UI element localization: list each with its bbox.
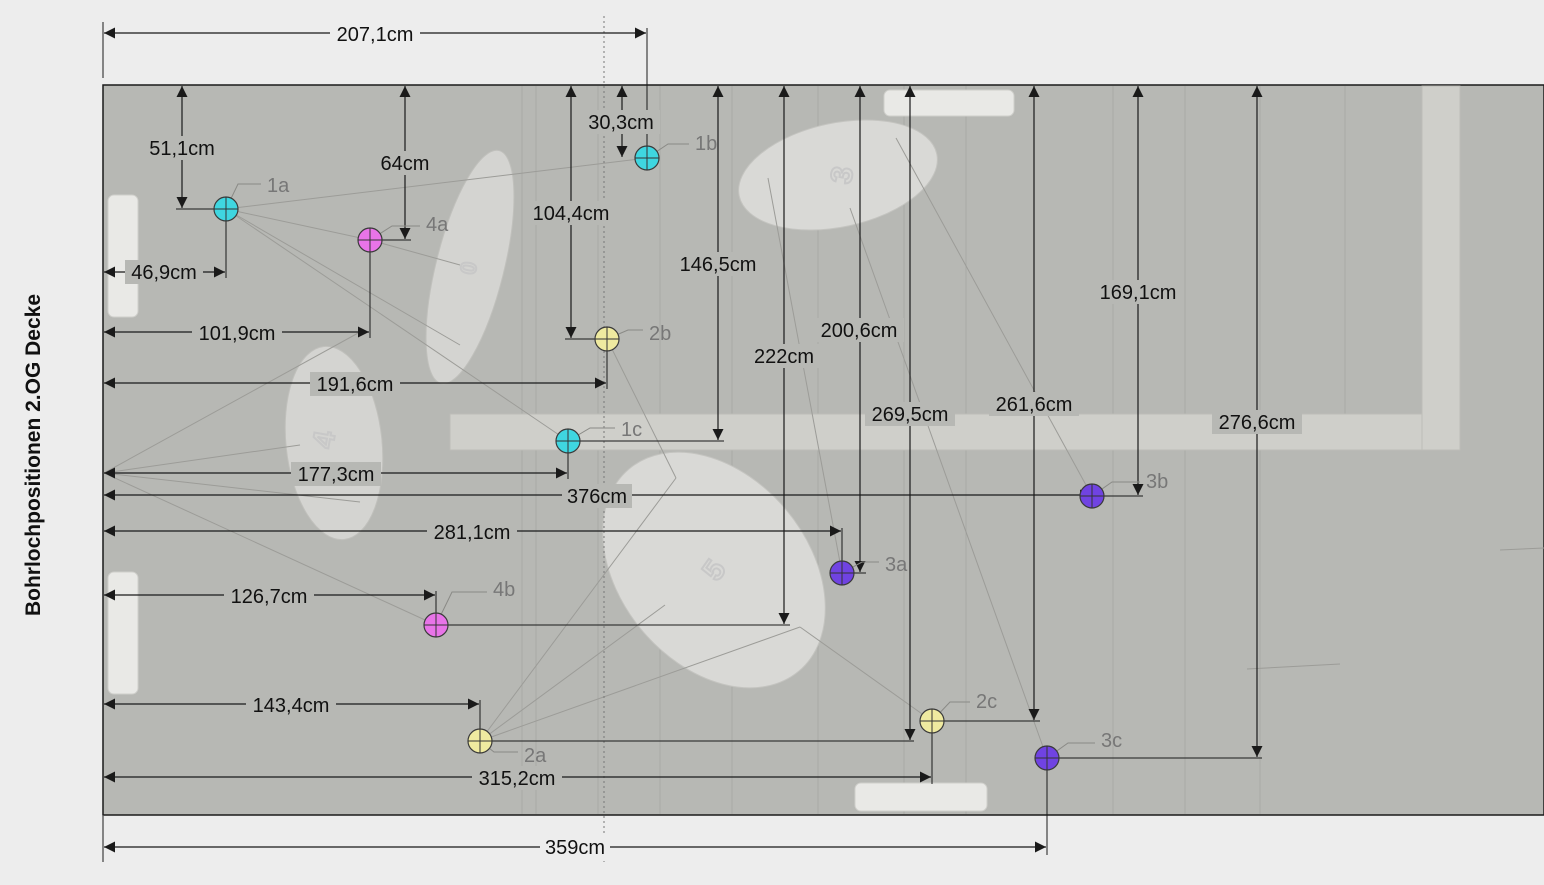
- dim-label-269-5: 269,5cm: [872, 404, 949, 426]
- hole-4b: 4b: [423, 579, 515, 638]
- hole-crosshair: [214, 197, 238, 221]
- hole-label: 4a: [426, 214, 449, 236]
- dimension-labels: 207,1cm 359cm 51,1cm 64cm 104,4cm 30,3cm…: [125, 22, 1302, 859]
- dim-label-30-3: 30,3cm: [588, 112, 654, 134]
- dim-label-207-1: 207,1cm: [337, 24, 414, 46]
- hole-label: 1b: [695, 133, 717, 155]
- hole-crosshair: [1035, 746, 1059, 770]
- hole-label: 1c: [621, 419, 642, 441]
- wall-block-top: [883, 89, 1015, 117]
- dim-label-46-9: 46,9cm: [131, 262, 197, 284]
- dim-label-191-6: 191,6cm: [317, 374, 394, 396]
- hole-label: 1a: [267, 175, 290, 197]
- dim-label-261-6: 261,6cm: [996, 394, 1073, 416]
- hole-crosshair: [635, 146, 659, 170]
- hole-2c: 2c: [919, 691, 997, 734]
- wall-block-top-left: [107, 194, 139, 318]
- dim-label-276-6: 276,6cm: [1219, 412, 1296, 434]
- hole-3b: 3b: [1079, 471, 1168, 509]
- wall-block-bottom-left: [107, 571, 139, 695]
- connection-lines: [103, 137, 1544, 759]
- hole-label: 3a: [885, 554, 908, 576]
- dim-label-177-3: 177,3cm: [298, 464, 375, 486]
- dim-label-359: 359cm: [545, 837, 605, 859]
- dim-label-101-9: 101,9cm: [199, 323, 276, 345]
- dim-label-126-7: 126,7cm: [231, 586, 308, 608]
- hole-4a: 4a: [357, 214, 449, 253]
- hole-2a: 2a: [467, 728, 547, 767]
- hole-crosshair: [1080, 484, 1104, 508]
- dim-label-143-4: 143,4cm: [253, 695, 330, 717]
- hole-2b: 2b: [594, 323, 671, 352]
- dim-label-222: 222cm: [754, 346, 814, 368]
- dim-label-315-2: 315,2cm: [479, 768, 556, 790]
- dim-label-200-6: 200,6cm: [821, 320, 898, 342]
- hole-1b: 1b: [634, 133, 717, 171]
- dim-label-146-5: 146,5cm: [680, 254, 757, 276]
- hole-label: 4b: [493, 579, 515, 601]
- fixture-number-0: 0: [455, 260, 482, 276]
- dim-label-376: 376cm: [567, 486, 627, 508]
- hole-label: 2c: [976, 691, 997, 713]
- hole-crosshair: [595, 327, 619, 351]
- wall-block-bottom: [854, 782, 988, 812]
- hole-1a: 1a: [213, 175, 290, 222]
- hole-3c: 3c: [1034, 730, 1122, 771]
- vertical-beam: [1421, 85, 1461, 451]
- hole-label: 2a: [524, 745, 547, 767]
- hole-crosshair: [830, 561, 854, 585]
- hole-crosshair: [424, 613, 448, 637]
- dim-label-169-1: 169,1cm: [1100, 282, 1177, 304]
- hole-label: 3c: [1101, 730, 1122, 752]
- hole-markers: 1a 1b 1c 2a 2b 2c 3a 3b 3c 4a 4b: [213, 133, 1168, 771]
- page-title: Bohrlochpositionen 2.OG Decke: [22, 293, 45, 617]
- dim-label-104-4: 104,4cm: [533, 203, 610, 225]
- hole-label: 3b: [1146, 471, 1168, 493]
- hole-crosshair: [556, 429, 580, 453]
- hole-crosshair: [920, 709, 944, 733]
- dim-label-281-1: 281,1cm: [434, 522, 511, 544]
- dim-label-64: 64cm: [381, 153, 430, 175]
- hole-label: 2b: [649, 323, 671, 345]
- hole-3a: 3a: [829, 554, 908, 586]
- hole-1c: 1c: [555, 419, 642, 454]
- hole-crosshair: [468, 729, 492, 753]
- dim-label-51-1: 51,1cm: [149, 138, 215, 160]
- hole-crosshair: [358, 228, 382, 252]
